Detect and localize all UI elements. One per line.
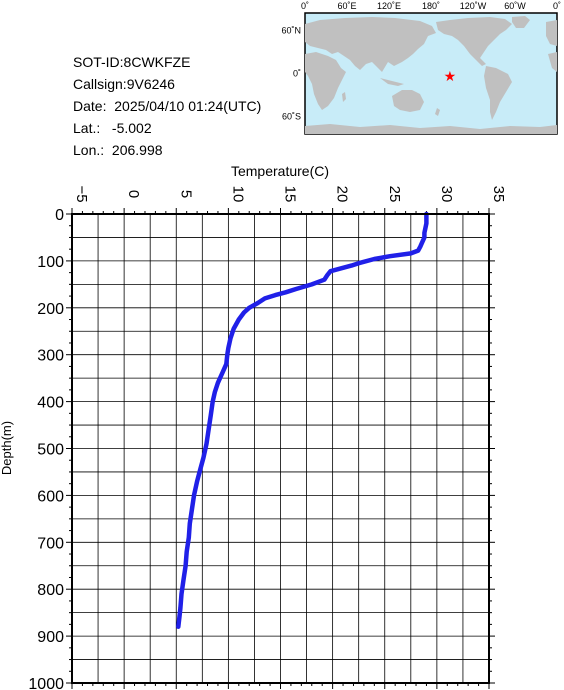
x-tick-label: 15 bbox=[282, 186, 299, 203]
y-tick-label: 0 bbox=[55, 207, 64, 224]
x-tick-label: 5 bbox=[177, 190, 194, 198]
map-land bbox=[305, 16, 557, 134]
y-tick-label: 600 bbox=[37, 488, 64, 505]
date: Date: 2025/04/10 01:24(UTC) bbox=[73, 98, 262, 114]
x-tick-label: 10 bbox=[229, 186, 246, 203]
x-tick-labels: −5 0 5 10 15 20 25 30 35 bbox=[73, 185, 507, 202]
land-newzealand bbox=[435, 108, 440, 116]
y-tick-labels: 0 100 200 300 400 500 600 700 800 900 1000 bbox=[28, 207, 64, 690]
latitude: Lat.: -5.002 bbox=[73, 120, 152, 136]
map-lat-label: 60˚S bbox=[282, 112, 301, 122]
map-left-labels: 60˚N 0˚ 60˚S bbox=[281, 25, 301, 121]
plot-frame bbox=[71, 213, 490, 684]
map-lon-label: 120˚W bbox=[460, 1, 487, 11]
land-south-america bbox=[484, 66, 512, 120]
y-tick-label: 1000 bbox=[28, 676, 64, 690]
x-tick-label: 0 bbox=[125, 190, 142, 198]
map-top-labels: 0˚ 60˚E 120˚E 180˚ 120˚W 60˚W 0˚ bbox=[301, 1, 561, 11]
map-lon-label: 0˚ bbox=[301, 1, 309, 11]
longitude: Lon.: 206.998 bbox=[73, 142, 163, 158]
x-tick-label: 35 bbox=[490, 186, 507, 203]
y-tick-label: 200 bbox=[37, 301, 64, 318]
y-tick-label: 100 bbox=[37, 254, 64, 271]
land-africa bbox=[305, 52, 346, 110]
chart-grid bbox=[71, 213, 490, 684]
x-tick-label: −5 bbox=[73, 185, 90, 202]
y-tick-label: 300 bbox=[37, 348, 64, 365]
map-lon-label: 60˚W bbox=[504, 1, 526, 11]
map-lon-label: 60˚E bbox=[337, 1, 356, 11]
x-tick-label: 25 bbox=[386, 186, 403, 203]
map-lon-label: 0˚ bbox=[553, 1, 561, 11]
location-map: 0˚ 60˚E 120˚E 180˚ 120˚W 60˚W 0˚ 60˚N 0˚ 60˚S ★ bbox=[281, 1, 561, 135]
land-greenland bbox=[512, 16, 530, 28]
map-lat-label: 60˚N bbox=[281, 25, 301, 35]
land-australia bbox=[392, 90, 424, 112]
location-marker: ★ bbox=[444, 68, 457, 84]
y-tick-label: 500 bbox=[37, 442, 64, 459]
land-north-america bbox=[436, 17, 512, 66]
temperature-profile-line bbox=[176, 211, 429, 629]
land-madagascar bbox=[342, 92, 346, 102]
x-tick-label: 30 bbox=[438, 186, 455, 203]
map-lon-label: 120˚E bbox=[377, 1, 401, 11]
callsign: Callsign:9V6246 bbox=[73, 76, 175, 92]
y-tick-label: 900 bbox=[37, 629, 64, 646]
land-africa-right bbox=[548, 52, 557, 72]
map-lon-label: 180˚ bbox=[422, 1, 440, 11]
land-indonesia bbox=[380, 78, 404, 86]
y-tick-label: 400 bbox=[37, 395, 64, 412]
land-europe-right bbox=[546, 20, 557, 46]
station-info: SOT-ID:8CWKFZE Callsign:9V6246 Date: 202… bbox=[73, 51, 261, 161]
y-tick-label: 700 bbox=[37, 535, 64, 552]
x-axis-label: Temperature(C) bbox=[231, 163, 329, 179]
land-eurasia bbox=[305, 17, 436, 72]
land-antarctica bbox=[305, 124, 557, 134]
map-lat-label: 0˚ bbox=[293, 69, 301, 79]
y-tick-label: 800 bbox=[37, 582, 64, 599]
y-axis-label: Depth(m) bbox=[0, 421, 14, 475]
chart-ticks bbox=[66, 208, 495, 689]
land-japan bbox=[412, 40, 418, 50]
sot-id: SOT-ID:8CWKFZE bbox=[73, 54, 191, 70]
x-tick-label: 20 bbox=[334, 186, 351, 203]
map-frame: 0˚ 60˚E 120˚E 180˚ 120˚W 60˚W 0˚ 60˚N 0˚ 60˚S ★ bbox=[281, 1, 561, 135]
